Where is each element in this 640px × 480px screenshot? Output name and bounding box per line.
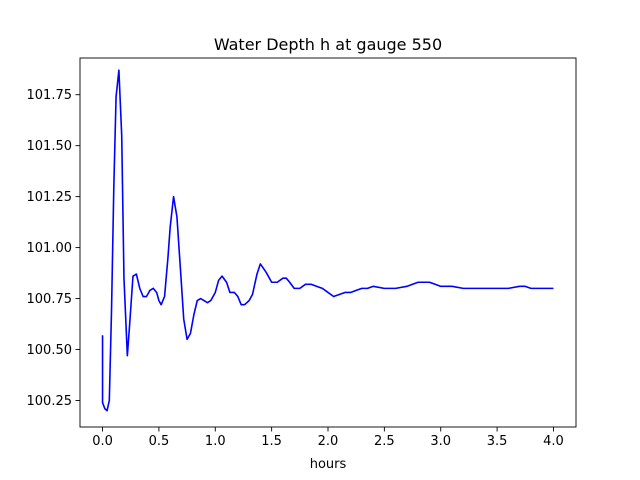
y-tick-label: 100.75 xyxy=(27,292,73,307)
y-tick-label: 101.00 xyxy=(27,241,73,256)
x-tick-label: 1.0 xyxy=(205,434,226,449)
series-line xyxy=(101,69,554,412)
y-tick-label: 101.50 xyxy=(27,139,73,154)
x-axis-label: hours xyxy=(310,457,347,472)
x-tick-label: 3.0 xyxy=(430,434,451,449)
y-tick-label: 100.50 xyxy=(27,343,73,358)
x-axis-ticks: 0.0 0.5 1.0 1.5 2.0 2.5 3.0 3.5 4.0 xyxy=(92,427,564,449)
chart-title: Water Depth h at gauge 550 xyxy=(214,35,442,54)
x-tick-label: 0.0 xyxy=(92,434,113,449)
y-tick-label: 101.25 xyxy=(27,190,73,205)
x-tick-label: 1.5 xyxy=(261,434,282,449)
y-tick-label: 100.25 xyxy=(27,394,73,409)
x-tick-label: 3.5 xyxy=(487,434,508,449)
x-tick-label: 2.5 xyxy=(374,434,395,449)
x-tick-label: 0.5 xyxy=(149,434,170,449)
x-tick-label: 2.0 xyxy=(318,434,339,449)
y-tick-label: 101.75 xyxy=(27,88,73,103)
plot-area xyxy=(101,69,554,412)
y-axis-ticks: 100.25 100.50 100.75 101.00 101.25 101.50 101.… xyxy=(27,88,80,409)
x-tick-label: 4.0 xyxy=(543,434,564,449)
